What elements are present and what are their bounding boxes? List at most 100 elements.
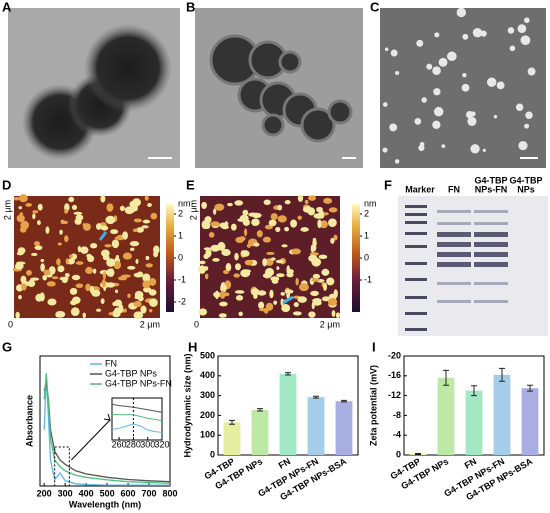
error-bar bbox=[229, 419, 235, 425]
series-line bbox=[111, 403, 163, 413]
gel-band bbox=[405, 213, 427, 216]
sem-particle bbox=[394, 159, 400, 164]
afm-island bbox=[323, 197, 333, 204]
sem-particle bbox=[467, 116, 477, 126]
afm-island bbox=[71, 204, 78, 210]
tem-particles bbox=[22, 24, 172, 160]
afm-island bbox=[57, 265, 65, 273]
afm-island bbox=[210, 221, 220, 227]
afm-island bbox=[273, 300, 278, 305]
afm-island bbox=[217, 241, 226, 251]
afm-island bbox=[110, 220, 114, 224]
sem-particle bbox=[461, 83, 470, 92]
afm-island bbox=[198, 265, 206, 274]
x-tick-label: FN bbox=[463, 456, 478, 471]
afm-island bbox=[59, 229, 63, 235]
afm-island bbox=[302, 206, 313, 213]
afm-island bbox=[16, 261, 26, 265]
afm-island bbox=[223, 269, 229, 275]
afm-island bbox=[37, 203, 43, 211]
afm-island bbox=[133, 311, 144, 319]
afm-island bbox=[293, 302, 299, 308]
afm-island bbox=[321, 296, 331, 302]
afm-island bbox=[284, 289, 294, 294]
afm-island bbox=[147, 202, 152, 207]
afm-island bbox=[111, 310, 121, 318]
afm-island bbox=[27, 279, 36, 287]
sem-particle bbox=[470, 144, 480, 154]
sem-particle bbox=[395, 70, 400, 76]
sem-particle bbox=[462, 73, 467, 78]
afm-island bbox=[280, 298, 284, 306]
afm-island bbox=[74, 218, 82, 225]
afm-island bbox=[145, 263, 153, 268]
x-tick-label: FN bbox=[277, 456, 292, 471]
gel-lane-label: NPs-FN bbox=[475, 184, 508, 194]
afm-island bbox=[219, 301, 228, 307]
afm-island bbox=[119, 205, 125, 212]
sem-particle bbox=[389, 123, 398, 132]
afm-island bbox=[140, 305, 147, 314]
afm-island bbox=[276, 273, 285, 278]
sem-particle bbox=[382, 102, 388, 107]
colorbar-tick-label: -1 bbox=[364, 274, 372, 284]
y-tick-label: 0 bbox=[210, 449, 215, 459]
error-bar bbox=[285, 372, 291, 376]
gel-band bbox=[405, 278, 427, 281]
afm-island bbox=[133, 300, 142, 308]
afm-island bbox=[136, 227, 144, 233]
afm-island bbox=[130, 247, 135, 251]
panel-label: I bbox=[372, 339, 376, 354]
x-tick-label: 280 bbox=[126, 439, 141, 449]
gel-band bbox=[405, 328, 427, 331]
afm-island bbox=[266, 251, 275, 255]
x-tick-label: 500 bbox=[100, 488, 115, 498]
x-tick-label: 400 bbox=[79, 488, 94, 498]
bar bbox=[251, 409, 269, 455]
afm-island bbox=[224, 221, 229, 227]
afm-island bbox=[60, 220, 69, 225]
afm-island bbox=[319, 220, 328, 229]
afm-island bbox=[311, 278, 321, 282]
afm-island bbox=[127, 293, 131, 298]
afm-island bbox=[100, 225, 109, 231]
sem-particle bbox=[421, 97, 427, 103]
colorbar-tick-label: 1 bbox=[178, 230, 183, 240]
afm-island bbox=[275, 259, 284, 264]
afm-island bbox=[106, 258, 116, 267]
afm-island bbox=[230, 223, 237, 231]
afm-island bbox=[149, 308, 153, 313]
afm-island bbox=[87, 255, 95, 263]
afm-island bbox=[234, 252, 239, 261]
afm-island bbox=[135, 258, 139, 264]
sem-particle bbox=[482, 148, 486, 152]
afm-island bbox=[90, 242, 98, 249]
plot-frame bbox=[39, 355, 171, 487]
afm-y-end: 2 μm bbox=[188, 200, 198, 220]
legend-label: G4-TBP NPs bbox=[105, 368, 157, 378]
sem-particle bbox=[456, 7, 467, 18]
afm-island bbox=[318, 254, 328, 260]
afm-island bbox=[284, 199, 291, 205]
gel-lane-label: G4-TBP bbox=[474, 175, 507, 185]
y-axis-label: Absorbance bbox=[24, 395, 34, 447]
gel-band bbox=[474, 210, 508, 213]
afm-island bbox=[251, 212, 262, 219]
sem-particle bbox=[433, 88, 441, 96]
tem-particles bbox=[209, 34, 353, 143]
afm-island bbox=[133, 272, 144, 278]
afm-island bbox=[286, 265, 291, 274]
sem-particle bbox=[382, 147, 388, 153]
bar bbox=[223, 422, 241, 455]
afm-island bbox=[213, 291, 221, 298]
x-tick-label: 600 bbox=[121, 488, 136, 498]
afm-island bbox=[253, 242, 260, 247]
legend-label: FN bbox=[105, 358, 117, 368]
afm-island bbox=[45, 226, 50, 234]
y-tick-label: -16 bbox=[388, 370, 401, 380]
afm-island bbox=[134, 295, 142, 300]
sem-particle bbox=[462, 33, 469, 40]
afm-island bbox=[57, 242, 62, 246]
afm-island bbox=[204, 273, 209, 280]
